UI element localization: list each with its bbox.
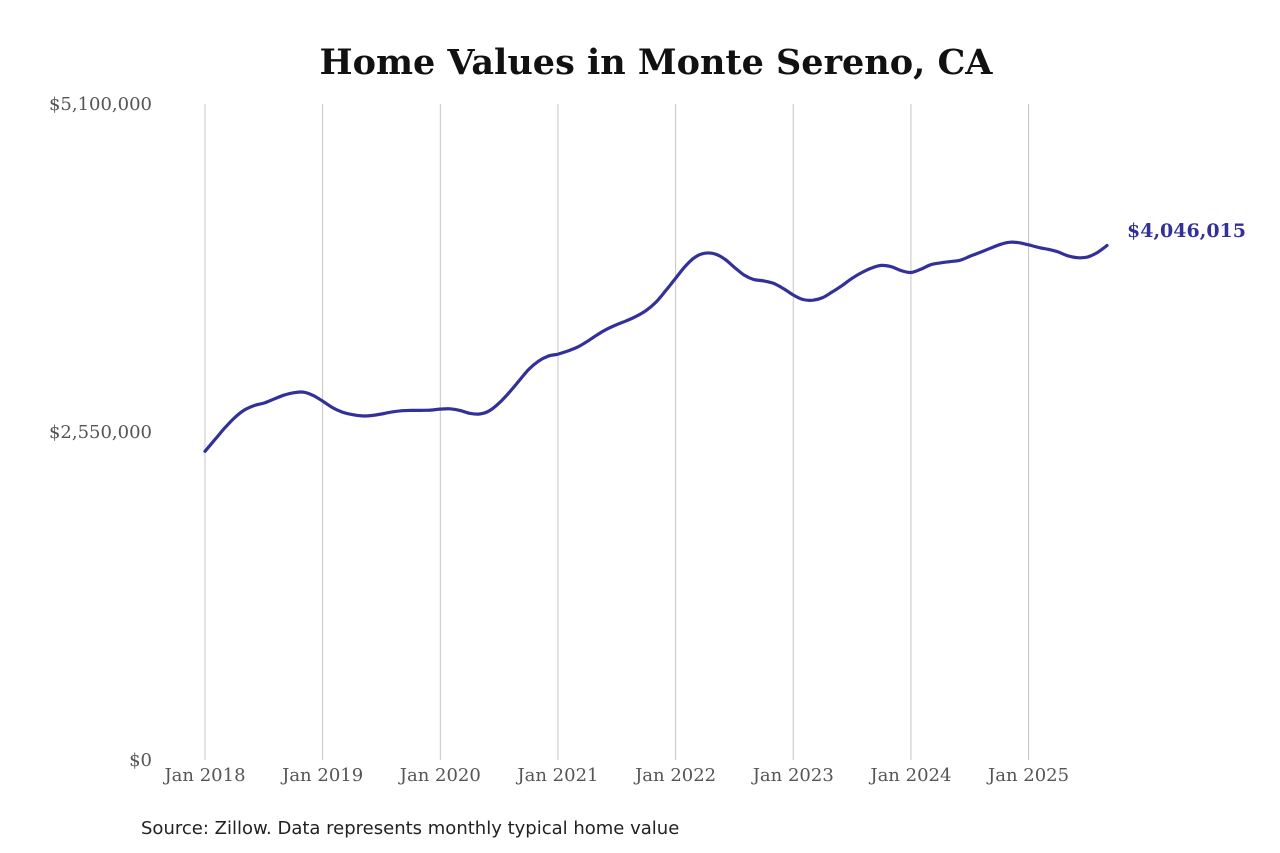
y-tick-label: $5,100,000 — [49, 94, 152, 115]
x-tick-label: Jan 2022 — [633, 765, 716, 786]
y-tick-label: $0 — [129, 750, 152, 771]
source-note: Source: Zillow. Data represents monthly … — [141, 818, 679, 839]
x-tick-label: Jan 2020 — [398, 765, 481, 786]
x-tick-label: Jan 2024 — [868, 765, 951, 786]
x-tick-label: Jan 2019 — [280, 765, 363, 786]
x-tick-label: Jan 2023 — [751, 765, 834, 786]
x-tick-label: Jan 2018 — [162, 765, 245, 786]
y-tick-label: $2,550,000 — [49, 422, 152, 443]
gridlines — [204, 104, 1030, 760]
x-tick-label: Jan 2021 — [515, 765, 598, 786]
y-axis-ticks: $0 $2,550,000 $5,100,000 — [49, 94, 152, 771]
x-tick-label: Jan 2025 — [986, 765, 1069, 786]
chart-title: Home Values in Monte Sereno, CA — [320, 42, 994, 83]
series-line — [203, 240, 1109, 453]
x-axis-ticks: Jan 2018 Jan 2019 Jan 2020 Jan 2021 Jan 2022… — [162, 765, 1069, 786]
last-value-label: $4,046,015 — [1127, 220, 1246, 242]
series-layer — [203, 240, 1109, 453]
